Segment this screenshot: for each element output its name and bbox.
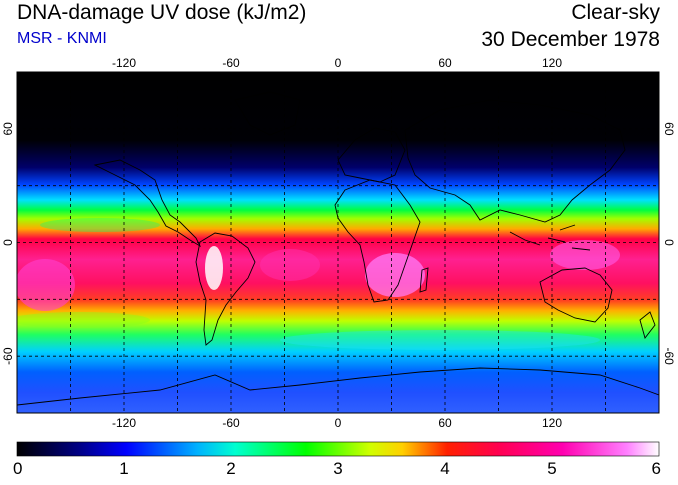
lon-tick-label: 60 (438, 416, 452, 430)
lat-tick-label: 60 (1, 122, 15, 136)
indonesia-outline (509, 224, 591, 251)
colorbar-tick-label: 5 (547, 459, 556, 478)
lat-tick-label: 60 (662, 122, 676, 136)
colorbar-tick-label: 1 (119, 459, 128, 478)
colorbar-tick-label: 4 (440, 459, 449, 478)
andes-high-uv-area (205, 246, 223, 290)
lat-tick-label: 0 (662, 239, 676, 246)
lat-tick-label: 0 (1, 239, 15, 246)
greenland-outline (234, 91, 301, 136)
sky-condition-label: Clear-sky (571, 1, 660, 24)
colorbar-tick-labels: 0 1 2 3 4 5 6 (13, 459, 661, 478)
new-zealand-outline (639, 311, 656, 339)
colorbar-tick-label: 2 (226, 459, 235, 478)
coastlines (17, 91, 659, 406)
atlantic-high-uv-area (260, 249, 320, 281)
africa-high-uv-area (365, 253, 425, 297)
latitude-labels-right: 60 0 -60 (662, 122, 676, 365)
source-label: MSR - KNMI (17, 30, 107, 47)
lon-tick-label: 120 (542, 56, 562, 70)
colorbar-tick-label: 3 (333, 459, 342, 478)
field-variations (17, 72, 659, 413)
indonesia-high-uv-area (550, 240, 620, 270)
colorbar-tick-label: 6 (652, 459, 661, 478)
europe-outline (337, 127, 406, 183)
colorbar-tick-label: 0 (13, 459, 22, 478)
lon-tick-label: -120 (112, 416, 136, 430)
date-label: 30 December 1978 (481, 28, 660, 51)
map-title: DNA-damage UV dose (kJ/m2) (17, 1, 307, 24)
longitude-labels-bottom: -120 -60 0 60 120 (112, 416, 562, 430)
lon-tick-label: -120 (112, 56, 136, 70)
graticule (17, 72, 659, 413)
lon-tick-label: -60 (222, 416, 240, 430)
asia-outline (404, 99, 626, 223)
lat-tick-label: -60 (662, 347, 676, 365)
south-america-outline (195, 232, 256, 346)
lon-tick-label: 0 (335, 56, 342, 70)
latitude-labels-left: 60 0 -60 (1, 122, 15, 365)
southern-ocean-warm-area (17, 312, 150, 328)
antarctica-outline (17, 367, 659, 406)
australia-outline (539, 267, 613, 323)
lon-tick-label: -60 (222, 56, 240, 70)
north-america-outline (93, 159, 202, 248)
africa-outline (334, 179, 421, 303)
lon-tick-label: 60 (438, 56, 452, 70)
longitude-labels-top: -120 -60 0 60 120 (112, 56, 562, 70)
lon-tick-label: 120 (542, 416, 562, 430)
north-pacific-cool-area (40, 218, 160, 232)
madagascar-outline (419, 267, 429, 293)
colorbar (16, 441, 660, 457)
lat-tick-label: -60 (1, 347, 15, 365)
lon-tick-label: 0 (335, 416, 342, 430)
southern-ocean-cool-area (280, 330, 600, 350)
pacific-high-uv-area (17, 259, 75, 311)
map-frame (16, 71, 660, 414)
